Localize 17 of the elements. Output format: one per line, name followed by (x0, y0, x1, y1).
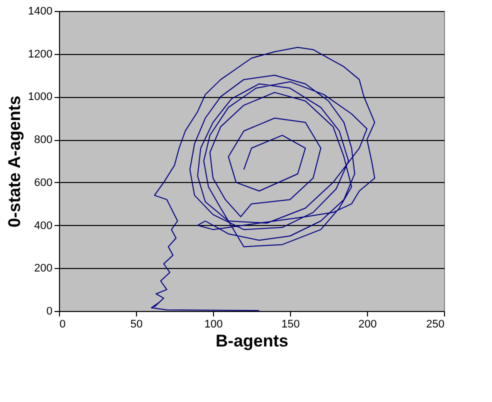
x-tick-label: 100 (204, 318, 223, 330)
line-series (150, 46, 376, 312)
x-axis-title: B-agents (216, 332, 288, 350)
x-tick-label: 150 (281, 318, 300, 330)
x-tick-label: 50 (130, 318, 143, 330)
y-tick-label: 200 (34, 262, 52, 275)
x-tick-label: 0 (60, 318, 66, 330)
y-tick-label: 0 (46, 306, 52, 318)
x-tick-label: 200 (358, 318, 377, 330)
y-tick-label: 800 (34, 134, 52, 146)
y-tick-label: 600 (34, 176, 52, 189)
y-axis-title: 0-state A-agents (5, 96, 24, 228)
y-tick-label: 1000 (28, 91, 52, 104)
y-tick-label: 1200 (28, 48, 52, 60)
x-tick-label: 250 (426, 318, 444, 330)
y-tick-label: 1400 (28, 6, 52, 18)
y-tick-label: 400 (34, 220, 52, 232)
